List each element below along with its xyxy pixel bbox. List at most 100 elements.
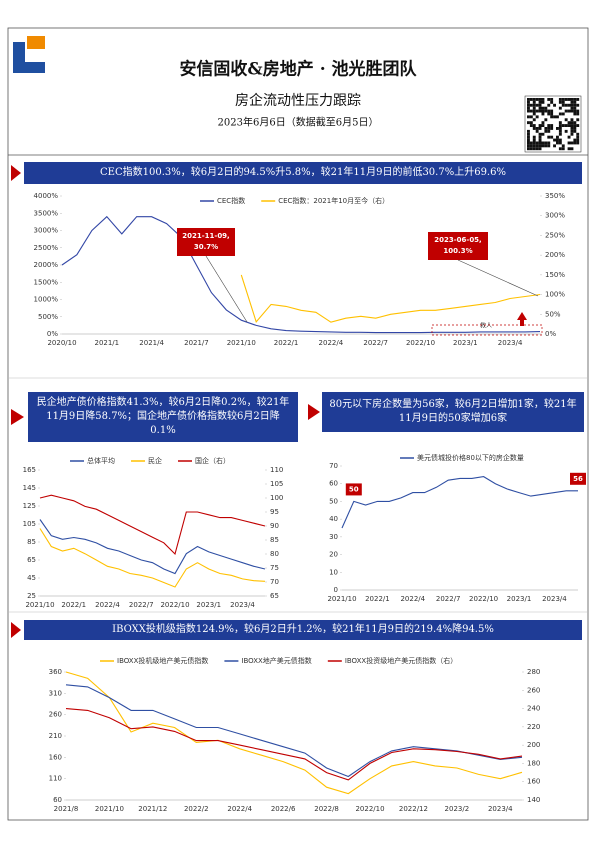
y-tick-label: 500% xyxy=(38,313,58,321)
y2-tick-label: 260 xyxy=(527,686,540,694)
y-tick-label: 160 xyxy=(49,753,62,761)
qr-cell xyxy=(535,147,539,151)
qr-cell xyxy=(529,121,533,125)
x-tick-label: 2022/2 xyxy=(184,805,209,813)
qr-cell xyxy=(573,124,577,127)
y-tick-label: 70 xyxy=(329,462,338,470)
qr-cell xyxy=(527,144,530,148)
qr-cell xyxy=(570,100,574,104)
y-tick-label: 50 xyxy=(329,497,338,505)
qr-cell xyxy=(547,141,551,145)
x-tick-label: 2021/10 xyxy=(227,339,256,347)
qr-cell xyxy=(527,103,530,107)
qr-cell xyxy=(544,109,548,113)
series-line xyxy=(39,519,266,575)
y2-tick-label: 220 xyxy=(527,723,540,731)
logo xyxy=(13,36,45,73)
qr-cell xyxy=(538,132,542,136)
qr-cell xyxy=(541,106,545,110)
qr-cell xyxy=(535,141,539,145)
y-tick-label: 1500% xyxy=(34,278,59,286)
series-line xyxy=(240,274,541,324)
y-tick-label: 3000% xyxy=(34,227,59,235)
qr-cell xyxy=(561,100,565,104)
arrow-marker xyxy=(11,165,21,181)
x-tick-label: 2022/1 xyxy=(365,595,390,603)
qr-cell xyxy=(532,103,536,107)
qr-cell xyxy=(529,147,533,151)
qr-cell xyxy=(527,135,530,139)
x-tick-label: 2022/10 xyxy=(160,601,189,609)
y2-tick-label: 75 xyxy=(270,564,279,572)
qr-cell xyxy=(558,141,562,145)
y2-tick-label: 250% xyxy=(545,231,565,239)
x-tick-label: 2021/12 xyxy=(138,805,167,813)
qr-cell xyxy=(576,138,580,142)
qr-cell xyxy=(550,100,554,104)
qr-cell xyxy=(527,138,530,142)
qr-cell xyxy=(573,98,577,101)
qr-cell xyxy=(535,129,539,133)
x-tick-label: 2021/7 xyxy=(184,339,209,347)
qr-cell xyxy=(527,141,530,145)
qr-cell xyxy=(576,135,580,139)
qr-cell xyxy=(570,141,574,145)
x-tick-label: 2022/4 xyxy=(400,595,425,603)
x-tick-label: 2022/10 xyxy=(406,339,435,347)
qr-cell xyxy=(547,109,551,113)
qr-cell xyxy=(535,144,539,148)
y2-tick-label: 140 xyxy=(527,796,540,804)
qr-cell xyxy=(561,147,565,151)
qr-cell xyxy=(544,141,548,145)
x-tick-label: 2022/1 xyxy=(61,601,86,609)
qr-cell xyxy=(558,106,562,110)
qr-cell xyxy=(567,141,571,145)
qr-cell xyxy=(532,118,536,122)
y-tick-label: 145 xyxy=(23,484,36,492)
qr-cell xyxy=(538,109,542,113)
arrow-marker xyxy=(308,404,320,420)
y2-tick-label: 70 xyxy=(270,578,279,586)
legend-label: 总体平均 xyxy=(87,456,115,465)
qr-cell xyxy=(567,147,571,151)
x-tick-label: 2022/12 xyxy=(399,805,428,813)
qr-cell xyxy=(553,138,556,142)
qr-cell xyxy=(529,103,533,107)
date: 2023年6月6日（数据截至6月5日） xyxy=(218,116,379,129)
qr-cell xyxy=(567,121,571,125)
value-label-box xyxy=(345,483,362,496)
annotation-box xyxy=(428,232,488,260)
qr-cell xyxy=(567,98,571,101)
y-tick-label: 85 xyxy=(27,538,36,546)
qr-cell xyxy=(561,144,565,148)
qr-cell xyxy=(558,100,562,104)
qr-cell xyxy=(561,124,565,127)
qr-cell xyxy=(538,106,542,110)
qr-cell xyxy=(538,103,542,107)
x-tick-label: 2022/6 xyxy=(271,805,296,813)
qr-cell xyxy=(547,129,551,133)
qr-cell xyxy=(535,127,539,130)
qr-cell xyxy=(529,115,533,119)
x-tick-label: 2023/4 xyxy=(498,339,523,347)
y-tick-label: 210 xyxy=(49,732,62,740)
qr-cell xyxy=(547,112,551,116)
qr-cell xyxy=(544,118,548,122)
x-tick-label: 2021/4 xyxy=(139,339,164,347)
annotation-text: 100.3% xyxy=(443,247,472,255)
y-tick-label: 2500% xyxy=(34,244,59,252)
value-label: 56 xyxy=(573,475,583,483)
qr-cell xyxy=(538,98,542,101)
annotation-leader xyxy=(457,259,539,297)
x-tick-label: 2022/1 xyxy=(274,339,299,347)
x-tick-label: 2023/4 xyxy=(542,595,567,603)
qr-cell xyxy=(558,124,562,127)
qr-cell xyxy=(550,109,554,113)
y-tick-label: 20 xyxy=(329,551,338,559)
qr-cell xyxy=(573,121,577,125)
qr-cell xyxy=(576,112,580,116)
qr-cell xyxy=(570,118,574,122)
qr-cell xyxy=(541,98,545,101)
y2-tick-label: 180 xyxy=(527,759,540,767)
